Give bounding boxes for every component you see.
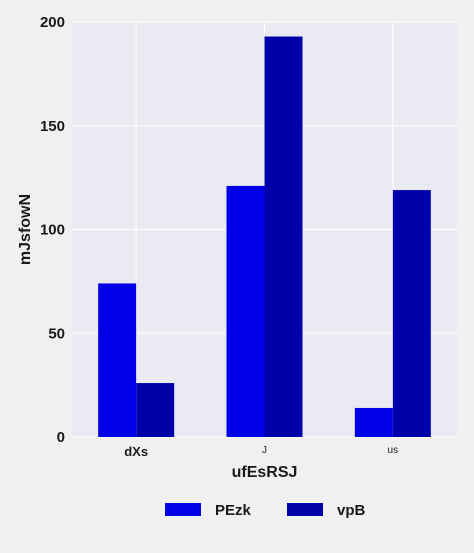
legend-swatch-pezk xyxy=(165,503,201,516)
bar-vpb-us xyxy=(392,190,431,437)
y-tick-label: 0 xyxy=(57,429,65,446)
y-tick-label: 150 xyxy=(40,118,65,135)
x-tick-label: us xyxy=(388,445,399,456)
y-tick-label: 200 xyxy=(40,14,65,31)
legend-label-vpb: vpB xyxy=(337,502,366,519)
y-tick-labels: 0 50 100 150 200 xyxy=(40,14,65,446)
x-axis-label: ufEsRSJ xyxy=(232,464,298,481)
bar-pezk-us xyxy=(354,407,393,437)
y-tick-label: 50 xyxy=(48,325,65,342)
y-tick-label: 100 xyxy=(40,222,65,239)
bar-vpb-j xyxy=(264,36,303,438)
bar-pezk-dxs xyxy=(98,283,137,437)
x-tick-label: J xyxy=(262,445,267,456)
bars xyxy=(98,36,431,438)
legend-swatch-vpb xyxy=(287,503,323,516)
x-tick-label: dXs xyxy=(124,444,148,459)
bar-pezk-j xyxy=(226,185,265,437)
bar-vpb-dxs xyxy=(136,383,175,437)
legend: PEzk vpB xyxy=(165,502,366,519)
legend-label-pezk: PEzk xyxy=(215,502,252,519)
y-axis-label: mJsfowN xyxy=(17,194,34,265)
